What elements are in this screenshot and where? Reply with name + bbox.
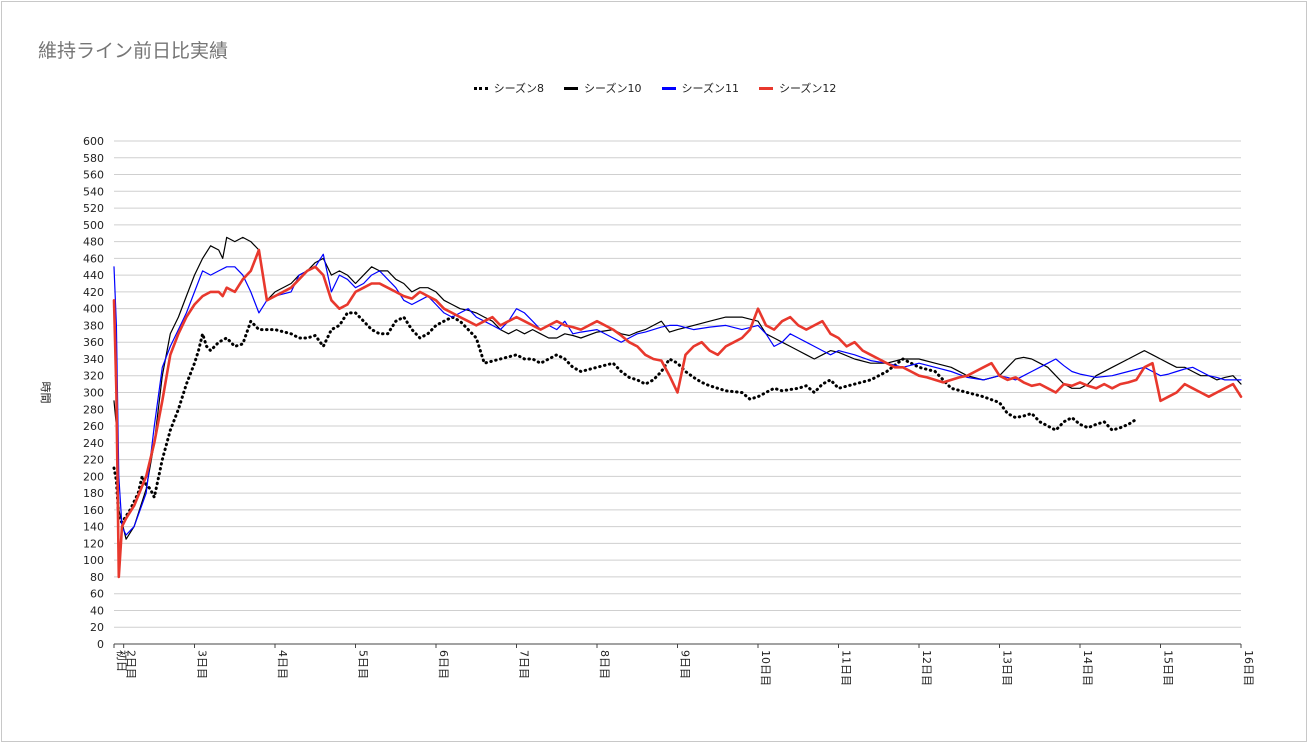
series-line-3	[112, 248, 1243, 579]
y-tick-label-560: 560	[83, 169, 104, 182]
x-tick-label-3: 4日目	[276, 650, 289, 679]
x-tick-label-8: 9日目	[679, 650, 692, 679]
x-tick-label-11: 12日目	[920, 650, 933, 686]
legend-label-season11: シーズン11	[681, 82, 739, 95]
y-tick-label-440: 440	[83, 269, 104, 282]
x-tick-label-13: 14日目	[1081, 650, 1094, 686]
y-tick-label-320: 320	[83, 370, 104, 383]
x-tick-label-12: 13日目	[1001, 650, 1014, 686]
y-tick-label-380: 380	[83, 319, 104, 332]
y-tick-label-100: 100	[83, 554, 104, 567]
series-lines	[112, 236, 1243, 579]
legend-item-season8: シーズン8	[473, 80, 545, 96]
x-tick-label-5: 6日目	[437, 650, 450, 679]
y-axis-ticks: 0 20 40 60 80 100 120 140 160 180 200 220 240 260 280 3…	[83, 135, 104, 651]
y-tick-label-500: 500	[83, 219, 104, 232]
x-tick-label-1: 2日目	[125, 650, 138, 679]
legend-label-season10: シーズン10	[584, 82, 642, 95]
x-tick-label-2: 3日目	[196, 650, 209, 679]
y-tick-label-80: 80	[90, 571, 104, 584]
y-tick-label-40: 40	[90, 604, 104, 617]
x-tick-label-15: 16日目	[1242, 650, 1255, 686]
legend-swatch-season10	[564, 86, 579, 90]
legend-swatch-season12	[758, 86, 773, 90]
y-tick-label-600: 600	[83, 135, 104, 148]
legend-label-season8: シーズン8	[493, 82, 545, 95]
y-tick-label-340: 340	[83, 353, 104, 366]
y-tick-label-520: 520	[83, 202, 104, 215]
y-axis-label: 時間	[39, 382, 52, 404]
legend-label-season12: シーズン12	[778, 82, 837, 95]
legend-item-season11: シーズン11	[661, 80, 739, 96]
y-tick-label-220: 220	[83, 454, 104, 467]
x-tick-label-14: 15日目	[1162, 650, 1175, 686]
legend-swatch-season8	[473, 86, 488, 90]
y-tick-label-360: 360	[83, 336, 104, 349]
y-tick-label-460: 460	[83, 252, 104, 265]
chart-legend: シーズン8 シーズン10 シーズン11 シーズン12	[0, 80, 1310, 96]
y-tick-label-280: 280	[83, 403, 104, 416]
chart-title: 維持ライン前日比実績	[38, 40, 229, 62]
x-tick-label-7: 8日目	[598, 650, 611, 679]
grid-lines	[114, 140, 1241, 645]
y-tick-label-300: 300	[83, 387, 104, 400]
y-tick-label-540: 540	[83, 185, 104, 198]
x-tick-label-10: 11日目	[840, 650, 853, 686]
y-tick-label-260: 260	[83, 420, 104, 433]
legend-item-season10: シーズン10	[564, 80, 642, 96]
y-tick-label-60: 60	[90, 588, 104, 601]
y-tick-label-240: 240	[83, 437, 104, 450]
y-tick-label-420: 420	[83, 286, 104, 299]
y-tick-label-20: 20	[90, 621, 104, 634]
y-tick-label-200: 200	[83, 470, 104, 483]
y-tick-label-160: 160	[83, 504, 104, 517]
y-tick-label-0: 0	[97, 638, 104, 651]
series-line-0	[112, 311, 1138, 524]
y-tick-label-180: 180	[83, 487, 104, 500]
series-line-1	[113, 236, 1242, 540]
x-tick-label-6: 7日目	[518, 650, 531, 679]
y-tick-label-400: 400	[83, 303, 104, 316]
x-tick-label-9: 10日目	[759, 650, 772, 686]
legend-item-season12: シーズン12	[758, 80, 837, 96]
x-tick-label-0: 初日	[115, 650, 129, 672]
y-tick-label-120: 120	[83, 537, 104, 550]
y-tick-label-580: 580	[83, 152, 104, 165]
y-tick-label-480: 480	[83, 236, 104, 249]
x-tick-label-4: 5日目	[357, 650, 370, 679]
series-line-2	[113, 253, 1242, 536]
y-tick-label-140: 140	[83, 521, 104, 534]
legend-swatch-season11	[661, 86, 676, 90]
